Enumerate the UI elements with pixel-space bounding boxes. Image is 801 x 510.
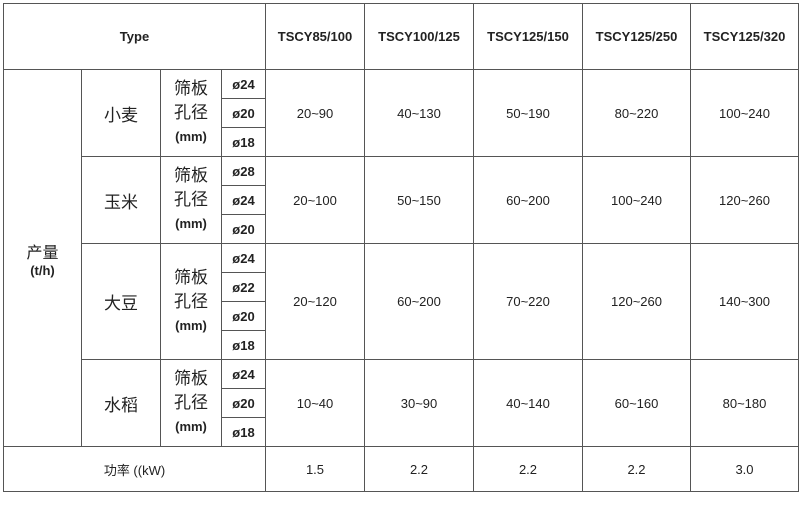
sieve-unit: (mm) xyxy=(175,129,207,144)
diameter-cell: ø18 xyxy=(221,417,266,447)
yield-value: 80~220 xyxy=(582,69,691,157)
sieve-unit: (mm) xyxy=(175,216,207,231)
diameter-cell: ø24 xyxy=(221,243,266,273)
yield-value: 60~160 xyxy=(582,359,691,447)
yield-value: 120~260 xyxy=(582,243,691,360)
grain-name: 玉米 xyxy=(81,156,161,244)
sieve-label-2: 孔径 xyxy=(174,393,208,413)
table-row: ø18 xyxy=(4,127,799,157)
diameter-cell: ø24 xyxy=(221,359,266,389)
diameter-cell: ø20 xyxy=(221,214,266,244)
table-row: 玉米 筛板孔径 (mm) ø28 20~100 50~150 60~200 100~240 12… xyxy=(4,156,799,244)
sieve-label: 筛板孔径 (mm) xyxy=(160,359,222,447)
model-header: TSCY125/150 xyxy=(473,3,583,70)
diameter-cell: ø20 xyxy=(221,301,266,331)
yield-value: 60~200 xyxy=(473,156,583,244)
power-value: 1.5 xyxy=(265,446,365,492)
yield-value: 80~180 xyxy=(690,359,799,447)
model-header: TSCY125/320 xyxy=(690,3,799,70)
table-row: ø22 xyxy=(4,272,799,302)
diameter-cell: ø18 xyxy=(221,330,266,360)
yield-value: 120~260 xyxy=(690,156,799,244)
table-row: ø18 xyxy=(4,330,799,360)
header-row: Type TSCY85/100 TSCY100/125 TSCY125/150 … xyxy=(3,3,799,70)
yield-value: 20~120 xyxy=(265,243,365,360)
power-value: 3.0 xyxy=(690,446,799,492)
diameter-cell: ø28 xyxy=(221,156,266,186)
yield-value: 100~240 xyxy=(690,69,799,157)
table-row: 大豆 筛板孔径 (mm) ø24 20~120 60~200 70~220 120~260 14… xyxy=(4,243,799,360)
yield-value: 140~300 xyxy=(690,243,799,360)
grain-name: 大豆 xyxy=(81,243,161,360)
power-label: 功率 ((kW) xyxy=(3,446,266,492)
diameter-cell: ø18 xyxy=(221,127,266,157)
yield-value: 40~140 xyxy=(473,359,583,447)
sieve-label-1: 筛板 xyxy=(174,79,208,99)
yield-value: 10~40 xyxy=(265,359,365,447)
yield-value: 70~220 xyxy=(473,243,583,360)
sieve-label: 筛板孔径 (mm) xyxy=(160,69,222,157)
grain-name: 小麦 xyxy=(81,69,161,157)
model-header: TSCY85/100 xyxy=(265,3,365,70)
yield-value: 40~130 xyxy=(364,69,474,157)
sieve-label-1: 筛板 xyxy=(174,267,208,288)
sieve-label-1: 筛板 xyxy=(174,166,208,186)
yield-value: 60~200 xyxy=(364,243,474,360)
power-value: 2.2 xyxy=(473,446,583,492)
table-row: ø20 xyxy=(4,98,799,128)
sieve-label-2: 孔径 xyxy=(174,103,208,123)
yield-value: 30~90 xyxy=(364,359,474,447)
table-row: 产量 (t/h) 小麦 筛板 孔径 (mm) ø24 20~90 40~130 50~190 80~… xyxy=(3,69,799,447)
yield-value: 100~240 xyxy=(582,156,691,244)
table-row: ø18 xyxy=(4,417,799,447)
spec-table: Type TSCY85/100 TSCY100/125 TSCY125/150 … xyxy=(3,3,799,492)
power-value: 2.2 xyxy=(582,446,691,492)
sieve-label: 筛板孔径 (mm) xyxy=(160,156,222,244)
sieve-unit: (mm) xyxy=(175,317,207,333)
sieve-label-2: 孔径 xyxy=(174,190,208,210)
grain-name: 水稻 xyxy=(81,359,161,447)
diameter-cell: ø22 xyxy=(221,272,266,302)
table-row: 水稻 筛板孔径 (mm) ø24 10~40 30~90 40~140 60~160 80~18… xyxy=(4,359,799,447)
type-header: Type xyxy=(3,3,266,70)
yield-unit: (t/h) xyxy=(30,262,55,278)
yield-value: 50~150 xyxy=(364,156,474,244)
yield-label-cell: 产量 (t/h) xyxy=(3,69,82,447)
power-row: 功率 ((kW) 1.5 2.2 2.2 2.2 3.0 xyxy=(3,446,799,492)
diameter-cell: ø24 xyxy=(221,185,266,215)
yield-value: 50~190 xyxy=(473,69,583,157)
model-header: TSCY100/125 xyxy=(364,3,474,70)
diameter-cell: ø20 xyxy=(221,388,266,418)
table-row: ø20 xyxy=(4,214,799,244)
sieve-unit: (mm) xyxy=(175,419,207,434)
diameter-cell: ø24 xyxy=(221,69,266,99)
model-header: TSCY125/250 xyxy=(582,3,691,70)
yield-value: 20~100 xyxy=(265,156,365,244)
table-row: ø20 xyxy=(4,301,799,331)
sieve-label-2: 孔径 xyxy=(174,291,208,312)
diameter-cell: ø20 xyxy=(221,98,266,128)
sieve-label: 筛板孔径 (mm) xyxy=(160,243,222,360)
sieve-label-1: 筛板 xyxy=(174,369,208,389)
yield-label: 产量 xyxy=(26,242,59,262)
yield-value: 20~90 xyxy=(265,69,365,157)
table-row: ø20 xyxy=(4,388,799,418)
power-value: 2.2 xyxy=(364,446,474,492)
